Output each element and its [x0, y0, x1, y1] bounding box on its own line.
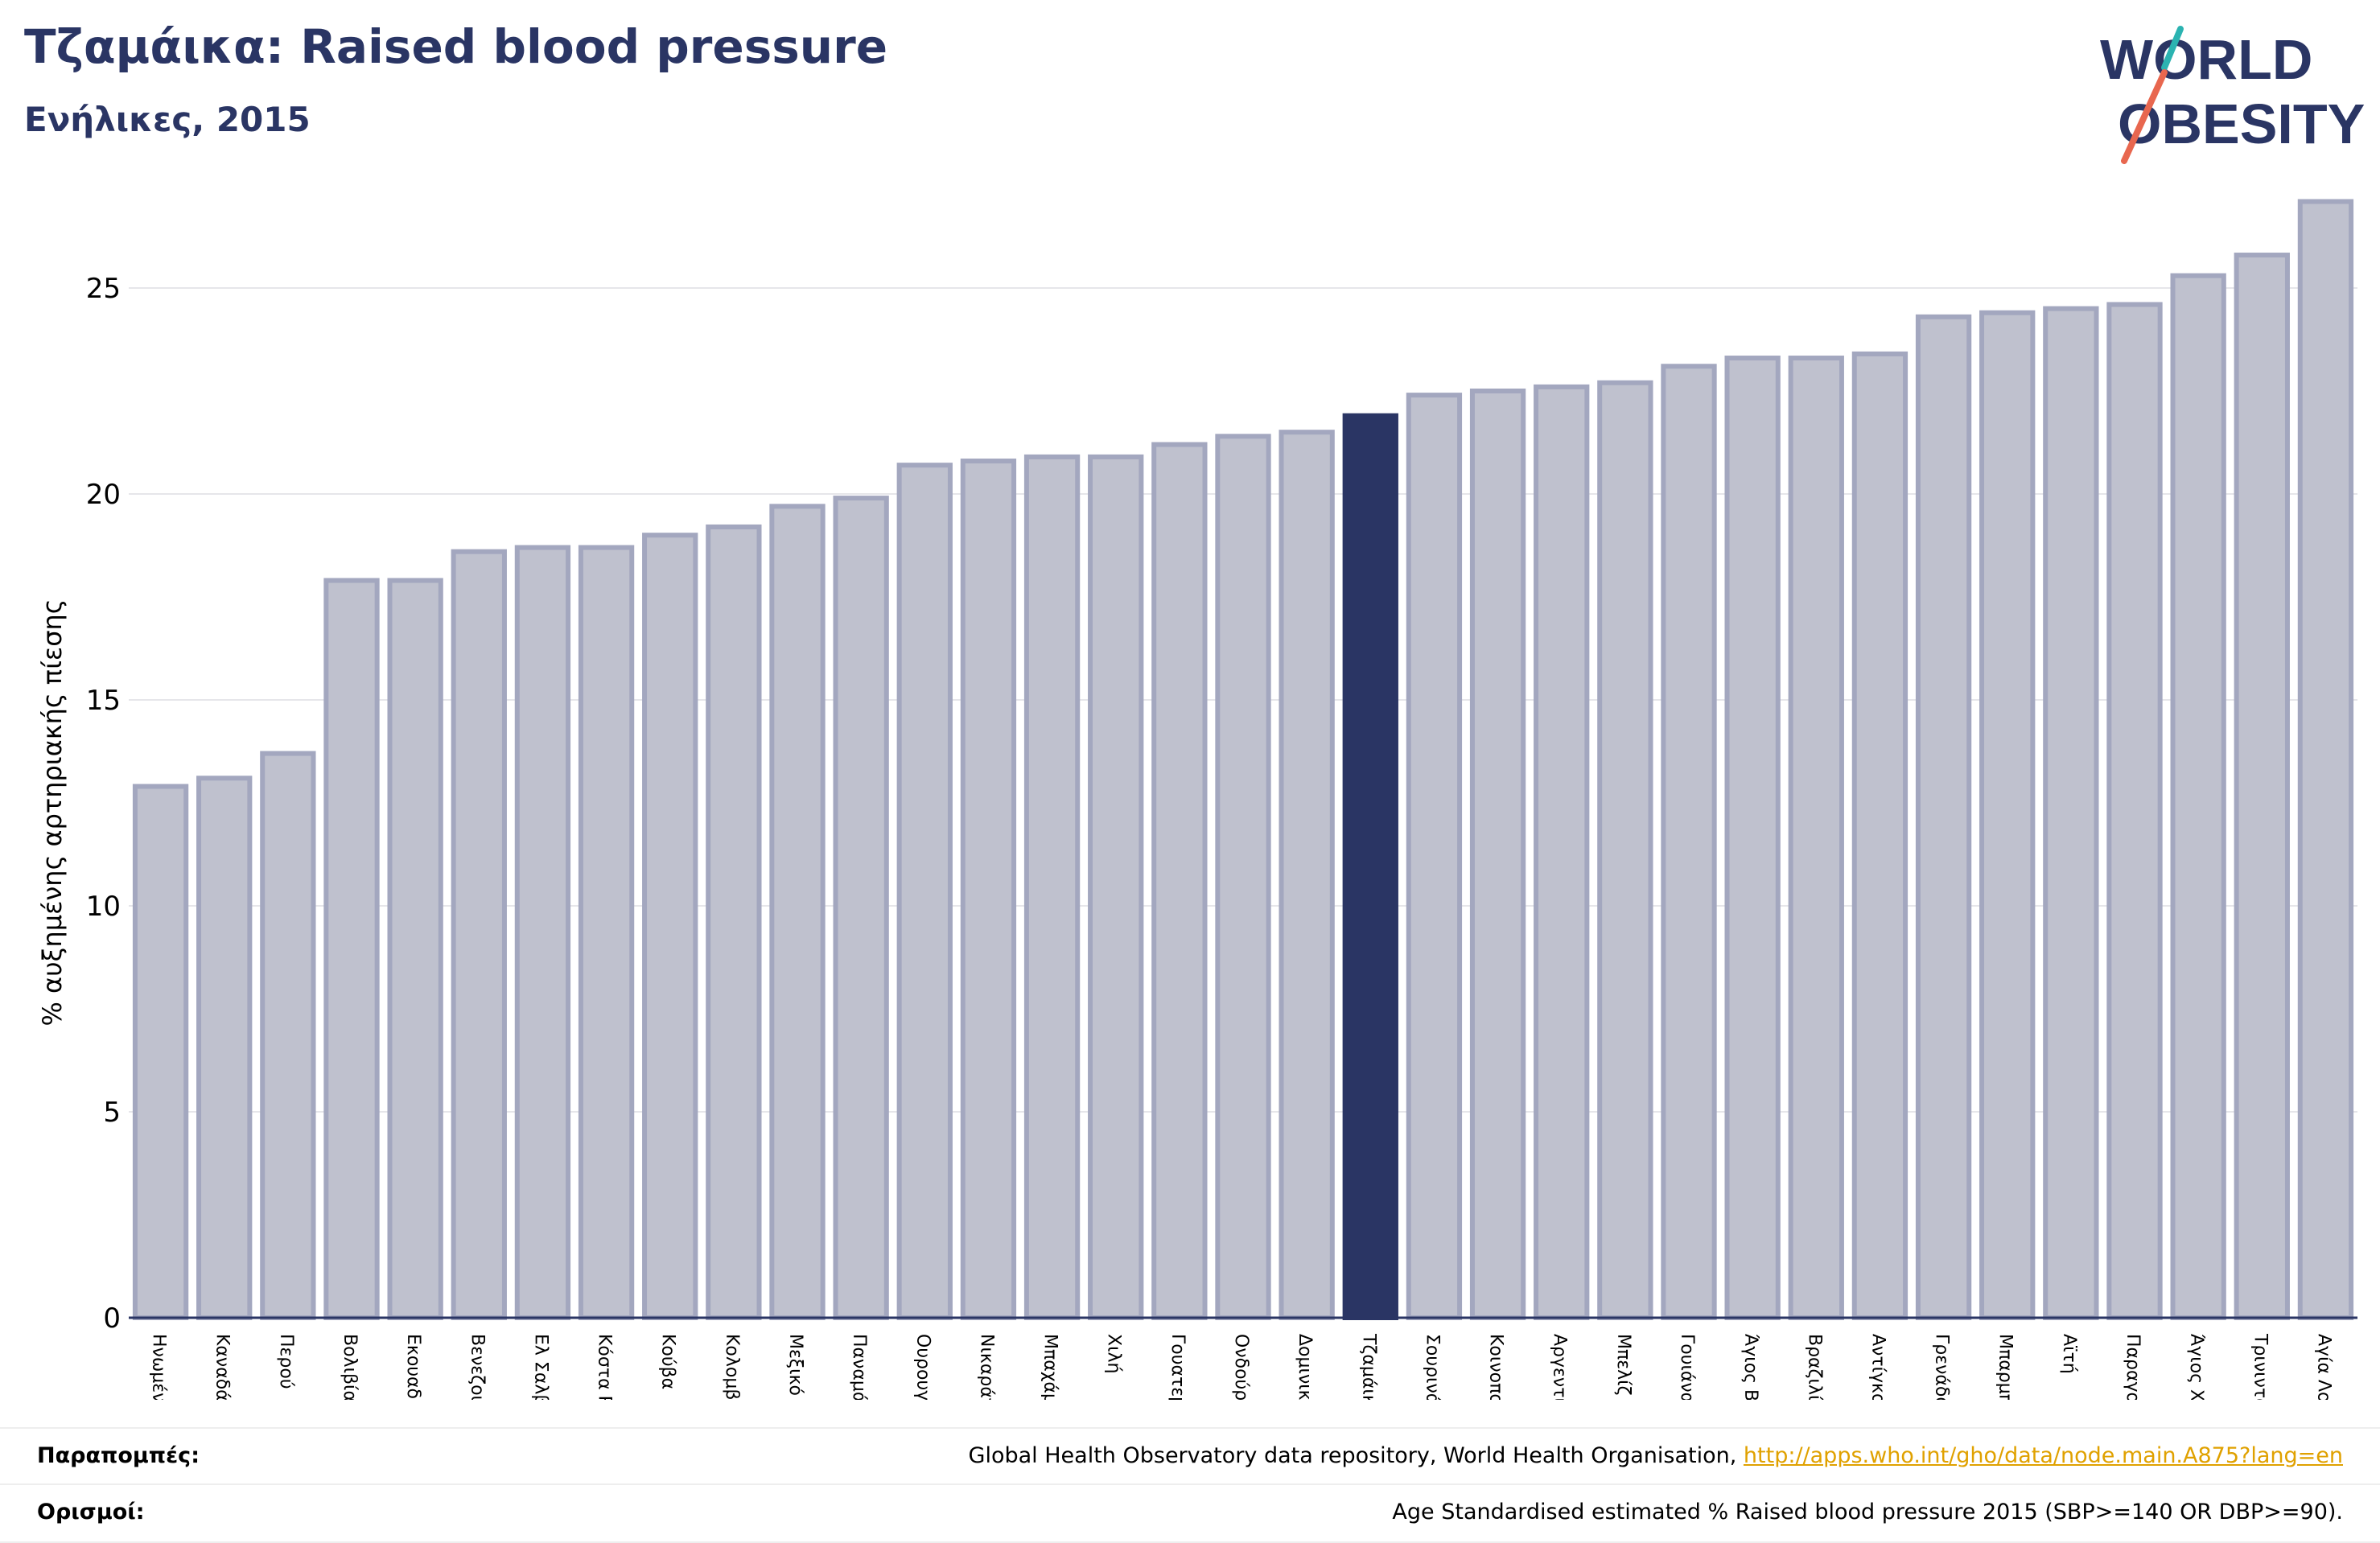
x-tick-label: Βραζιλία — [1804, 1334, 1824, 1400]
x-tick-label: Εκουαδόρ — [403, 1334, 423, 1400]
bar — [833, 496, 889, 1320]
bar — [1661, 364, 1717, 1320]
logo-line1: WORLD — [2100, 28, 2312, 91]
y-tick-label: 10 — [86, 891, 121, 923]
x-tick-label: Μπαρμπάντος — [1995, 1334, 2016, 1400]
bar — [1469, 389, 1526, 1320]
x-axis-tick-labels: Ηνωμένες Πολιτείες Καναδάς Περού Βολιβία Εκο… — [149, 1333, 2334, 1400]
bar — [451, 549, 507, 1320]
x-tick-label: Τζαμάικα — [1358, 1333, 1378, 1400]
bar — [1915, 314, 1972, 1321]
bar — [1342, 413, 1398, 1320]
bar — [1023, 454, 1081, 1320]
bar — [1151, 442, 1208, 1320]
x-tick-label: Παραγουάη — [2123, 1334, 2143, 1400]
definitions-text: Age Standardised estimated % Raised bloo… — [1392, 1500, 2343, 1524]
x-tick-label: Ονδούρα — [1231, 1334, 1251, 1400]
x-tick-label: Ελ Σαλβαδόρ — [530, 1334, 550, 1400]
x-tick-label: Αϊτή — [2059, 1334, 2079, 1374]
y-tick-label: 25 — [86, 273, 121, 305]
bar — [706, 524, 762, 1320]
x-tick-label: Κούβα — [658, 1334, 678, 1389]
y-tick-label: 0 — [103, 1302, 121, 1335]
x-tick-label: Γρενάδα — [1932, 1334, 1952, 1400]
x-tick-label: Νικαράγουα — [976, 1334, 996, 1400]
x-tick-label: Σουρινάμ — [1422, 1334, 1442, 1400]
sources-link[interactable]: http://apps.who.int/gho/data/node.main.A… — [1743, 1443, 2343, 1468]
x-tick-label: Παναμάς — [849, 1334, 869, 1400]
bar — [1088, 454, 1144, 1320]
y-tick-label: 5 — [103, 1097, 121, 1129]
bar — [132, 784, 189, 1320]
bar — [2043, 306, 2099, 1321]
x-tick-label: Γουιάνα — [1677, 1334, 1697, 1400]
page-subtitle: Ενήλικες, 2015 — [24, 100, 311, 139]
bar — [323, 578, 380, 1320]
page-title: Τζαμάικα: Raised blood pressure — [24, 19, 888, 74]
bar — [2170, 273, 2226, 1320]
bar — [196, 776, 253, 1320]
bar — [2297, 199, 2354, 1321]
sources-row: Παραπομπές: Global Health Observatory da… — [0, 1427, 2380, 1485]
bar — [1724, 356, 1781, 1320]
bar — [1788, 356, 1844, 1320]
y-axis-ticks: 0 5 10 15 20 25 — [86, 273, 121, 1335]
x-tick-label: Καναδάς — [212, 1334, 233, 1400]
x-tick-label: Περού — [276, 1334, 296, 1389]
bar — [896, 463, 953, 1320]
sources-text: Global Health Observatory data repositor… — [968, 1443, 1737, 1468]
x-tick-label: Αντίγκουα και Μπαρμπούντα — [1867, 1334, 1888, 1400]
bar — [260, 751, 316, 1320]
bar — [1215, 434, 1271, 1321]
bar — [960, 459, 1017, 1320]
x-tick-label: Βενεζουέλα — [467, 1334, 487, 1400]
y-tick-label: 15 — [86, 685, 121, 717]
y-axis-label: % αυξημένης αρτηριακής πίεσης — [37, 599, 68, 1026]
bar — [578, 545, 635, 1320]
x-tick-label: Κόστα Ρίκα — [595, 1334, 615, 1400]
x-tick-label: Αργεντινή — [1550, 1334, 1570, 1400]
x-tick-label: Άγιος Χριστόφορος και Νέβις — [2186, 1334, 2206, 1400]
bar — [1979, 310, 2036, 1321]
x-tick-label: Κολομβία — [722, 1334, 742, 1400]
logo-line2: OBESITY — [2118, 93, 2365, 155]
bar — [642, 533, 698, 1320]
x-tick-label: Μπαχάμες — [1040, 1334, 1060, 1400]
sources-text-wrap: Global Health Observatory data repositor… — [969, 1443, 2343, 1468]
bar — [1534, 384, 1590, 1320]
bars — [132, 199, 2354, 1321]
x-tick-label: Βολιβία — [340, 1334, 360, 1400]
x-tick-label: Άγιος Βικέντιος και Γρεναδίνες — [1740, 1334, 1760, 1400]
logo-slash-teal — [2161, 26, 2184, 71]
bar — [387, 578, 443, 1320]
x-tick-label: Αγία Λουκία — [2313, 1334, 2333, 1400]
x-tick-label: Χιλή — [1104, 1334, 1124, 1373]
x-tick-label: Ουρουγουάη — [912, 1334, 933, 1400]
x-tick-label: Δομινικανή Δημοκρατία — [1295, 1334, 1315, 1400]
bar — [2234, 253, 2290, 1320]
x-tick-label: Μεξικό — [785, 1334, 805, 1396]
bar — [514, 545, 571, 1320]
bar — [2106, 302, 2163, 1321]
x-tick-label: Τρινιντάντ και Τομπάγκο — [2250, 1333, 2270, 1400]
definitions-row: Ορισμοί: Age Standardised estimated % Ra… — [0, 1483, 2380, 1543]
bar — [1851, 351, 1909, 1320]
bar — [1279, 430, 1335, 1321]
bar — [769, 504, 826, 1320]
sources-label: Παραπομπές: — [37, 1443, 200, 1468]
y-tick-label: 20 — [86, 479, 121, 511]
x-tick-label: Ηνωμένες Πολιτείες — [149, 1334, 169, 1400]
bar — [1597, 380, 1653, 1320]
world-obesity-logo: WORLD OBESITY — [2100, 26, 2365, 164]
bar — [1406, 393, 1463, 1320]
logo-slash-orange — [2121, 69, 2168, 164]
x-tick-label: Μπελίζ — [1613, 1334, 1633, 1396]
x-tick-label: Γουατεμάλα — [1167, 1334, 1188, 1400]
bar-chart: 0 5 10 15 20 25 % αυξημένης αρτηριακής πίεσης… — [37, 199, 2357, 1400]
definitions-label: Ορισμοί: — [37, 1500, 145, 1524]
x-tick-label: Κοινοπολιτεία της Δομινίκας — [1486, 1334, 1506, 1400]
